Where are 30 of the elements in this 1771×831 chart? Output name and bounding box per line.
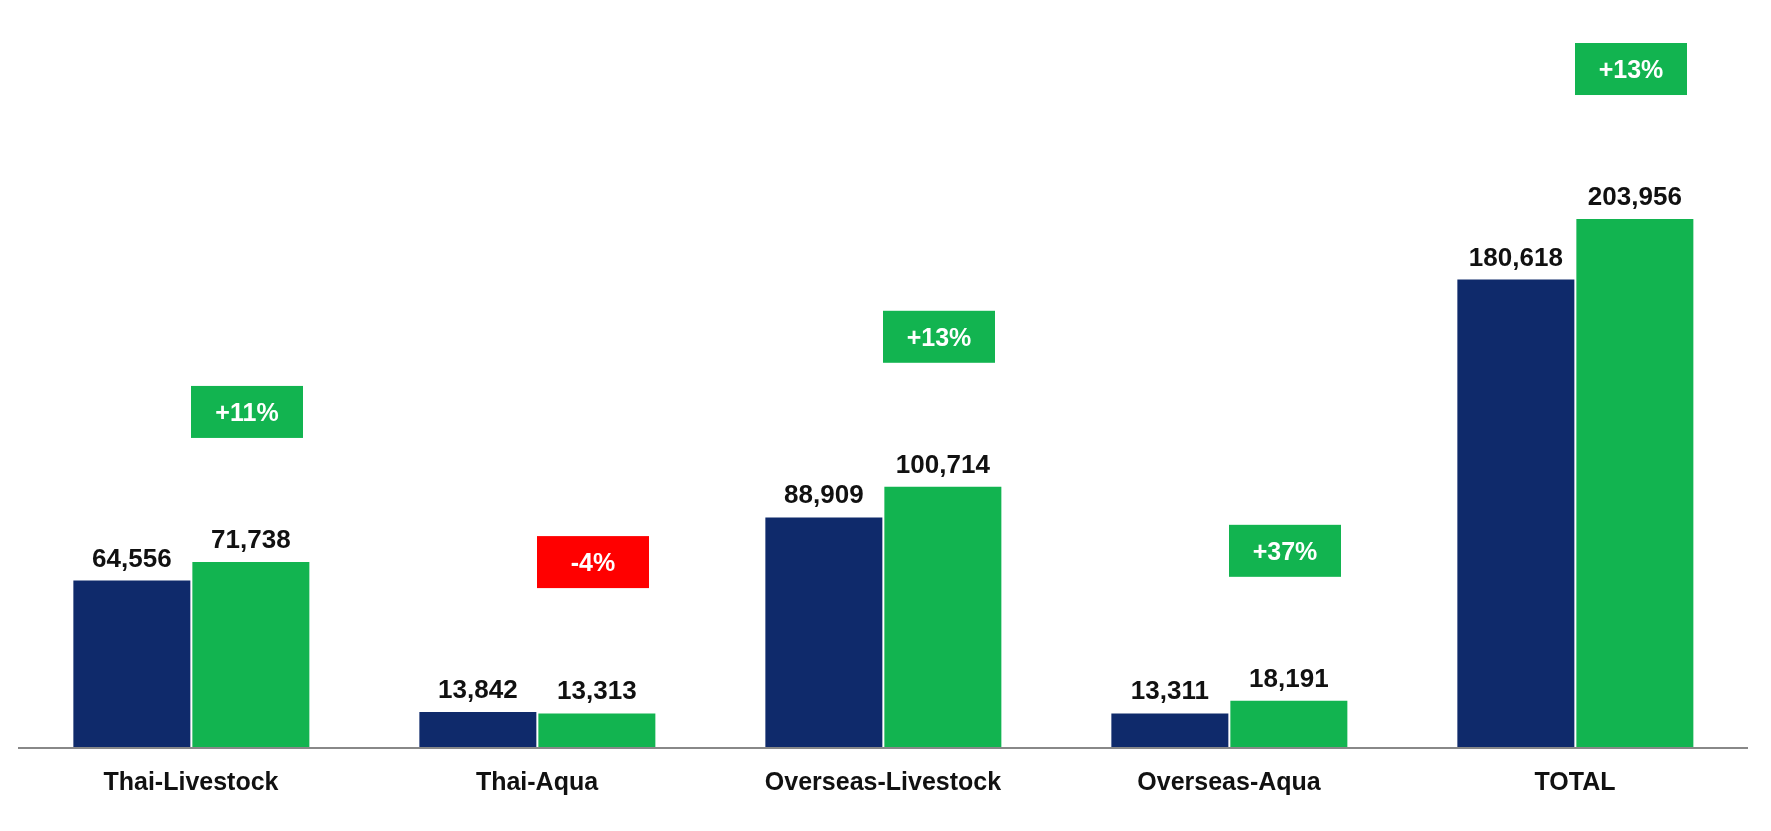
bar bbox=[1230, 700, 1348, 748]
annotation: -4% bbox=[570, 548, 616, 577]
data-label: 13,313 bbox=[557, 675, 637, 706]
x-tick-label: TOTAL bbox=[1534, 766, 1616, 795]
x-tick-label: Thai-Livestock bbox=[103, 766, 279, 795]
bar bbox=[1111, 713, 1229, 748]
data-label: 100,714 bbox=[895, 448, 991, 479]
x-tick-label: Overseas-Livestock bbox=[764, 766, 1002, 795]
annotation: +11% bbox=[215, 397, 279, 426]
data-label: 180,618 bbox=[1468, 241, 1563, 272]
data-label: 13,311 bbox=[1130, 675, 1209, 706]
text: +13% bbox=[1598, 55, 1664, 84]
bar bbox=[1576, 219, 1694, 748]
data-label: 64,556 bbox=[92, 542, 172, 573]
bar bbox=[419, 712, 537, 748]
data-label: 71,738 bbox=[211, 523, 291, 554]
bar bbox=[1457, 279, 1575, 748]
x-tick-label: Thai-Aqua bbox=[475, 766, 600, 795]
bar bbox=[765, 517, 883, 748]
data-label: 18,191 bbox=[1249, 662, 1329, 693]
data-label: 88,909 bbox=[784, 479, 864, 510]
annotation: +13% bbox=[906, 322, 972, 351]
bar bbox=[884, 486, 1002, 748]
data-label: 203,956 bbox=[1587, 181, 1682, 212]
x-tick-label: Overseas-Aqua bbox=[1137, 766, 1322, 795]
data-label: 13,842 bbox=[438, 674, 518, 705]
bar bbox=[192, 561, 310, 748]
annotation: +37% bbox=[1252, 536, 1318, 565]
bar bbox=[538, 713, 656, 748]
bar bbox=[73, 580, 191, 748]
